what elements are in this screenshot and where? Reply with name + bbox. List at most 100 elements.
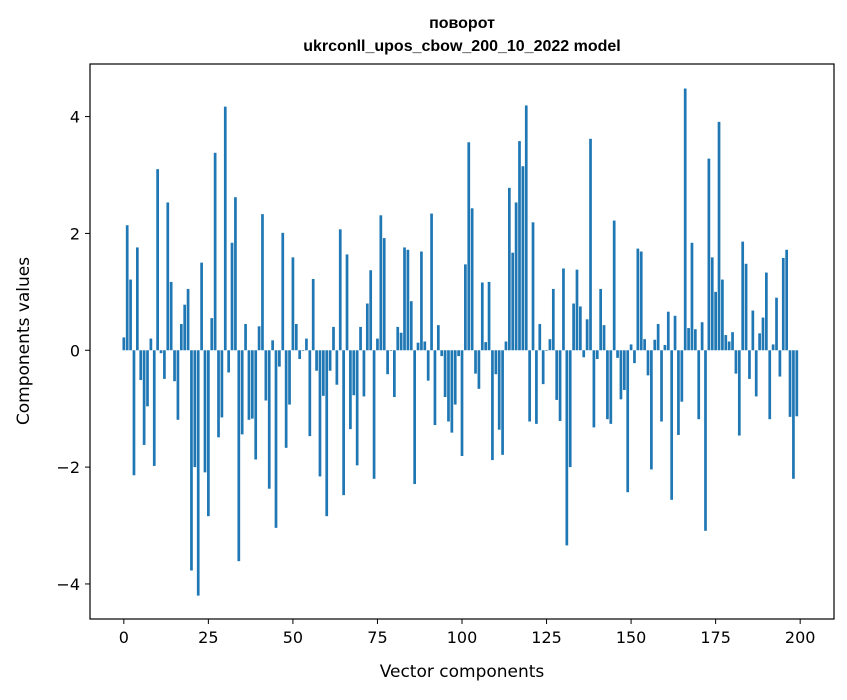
bar	[551, 288, 555, 351]
bar	[264, 350, 268, 401]
bar	[484, 342, 488, 351]
bar	[464, 264, 467, 351]
bar	[511, 252, 515, 351]
bar	[717, 121, 721, 351]
x-tick-label: 100	[447, 628, 478, 647]
bar	[254, 350, 258, 460]
bar	[558, 350, 562, 421]
bar	[389, 350, 393, 351]
bar	[291, 257, 295, 351]
bar	[183, 304, 187, 351]
bar	[284, 350, 288, 448]
bar	[271, 340, 274, 351]
y-tick-label: 4	[70, 108, 80, 127]
bar	[680, 350, 684, 402]
bar	[616, 350, 619, 358]
x-tick-label: 50	[283, 628, 303, 647]
bar	[409, 301, 413, 351]
x-tick-label: 75	[367, 628, 387, 647]
bar	[349, 350, 352, 430]
bar	[612, 220, 616, 351]
bar	[247, 350, 251, 420]
bar	[359, 326, 362, 351]
bar	[677, 350, 680, 435]
bar	[700, 322, 704, 351]
bar	[142, 350, 146, 445]
bar	[152, 350, 156, 466]
x-axis-ticks: 0 25 50 75 100 125 150 175 200	[119, 619, 815, 647]
bar	[278, 350, 281, 367]
bar	[572, 303, 575, 351]
bar	[673, 315, 677, 351]
bar	[396, 326, 400, 351]
y-axis-label: Components values	[14, 257, 34, 425]
bar	[795, 350, 799, 417]
bar	[122, 337, 126, 351]
bar	[507, 187, 511, 351]
bar	[281, 232, 285, 351]
bar	[785, 249, 789, 351]
bar	[477, 350, 481, 389]
bar	[670, 350, 674, 500]
bar	[629, 344, 633, 351]
bar	[430, 213, 433, 351]
bar	[737, 350, 741, 436]
bar	[450, 350, 454, 433]
bar	[521, 166, 525, 351]
bar	[379, 215, 383, 351]
bar	[139, 350, 143, 381]
bar	[707, 158, 711, 351]
bar	[535, 350, 538, 424]
bar	[690, 242, 694, 351]
bar	[190, 350, 193, 571]
bar	[200, 262, 203, 351]
bar	[220, 350, 224, 418]
bar	[210, 318, 214, 351]
bar	[257, 326, 261, 351]
bar	[636, 248, 640, 351]
bar	[294, 323, 298, 351]
bar	[656, 323, 660, 351]
bar	[159, 350, 163, 354]
bar	[447, 350, 450, 422]
bar	[436, 325, 440, 351]
bar	[761, 317, 765, 351]
bar	[163, 350, 166, 379]
bar	[311, 278, 315, 351]
bar	[487, 281, 491, 351]
bar	[156, 169, 159, 351]
bar	[778, 350, 782, 377]
bar	[365, 303, 369, 351]
bar	[332, 326, 335, 351]
bar	[203, 350, 207, 473]
bar	[382, 238, 386, 351]
x-tick-label: 175	[700, 628, 731, 647]
bar	[771, 344, 775, 351]
bar	[765, 272, 768, 351]
bar	[423, 341, 427, 351]
bar	[355, 350, 359, 466]
bar	[440, 350, 444, 357]
bar	[504, 341, 508, 351]
bar	[609, 350, 613, 424]
bar	[207, 350, 210, 517]
bar	[582, 350, 586, 358]
bar	[234, 197, 237, 351]
bar	[724, 335, 728, 351]
bar	[345, 254, 349, 351]
bar	[501, 350, 504, 455]
bar	[267, 350, 271, 489]
bar	[125, 225, 129, 351]
bar	[545, 350, 548, 351]
chart-title: поворот	[429, 15, 495, 32]
bar	[305, 338, 308, 351]
bar	[626, 350, 630, 493]
bar	[687, 328, 690, 351]
bar	[470, 208, 474, 351]
bar	[328, 350, 332, 371]
bar	[369, 270, 373, 351]
bar	[129, 279, 132, 351]
bar	[193, 350, 197, 468]
bar	[693, 329, 697, 351]
